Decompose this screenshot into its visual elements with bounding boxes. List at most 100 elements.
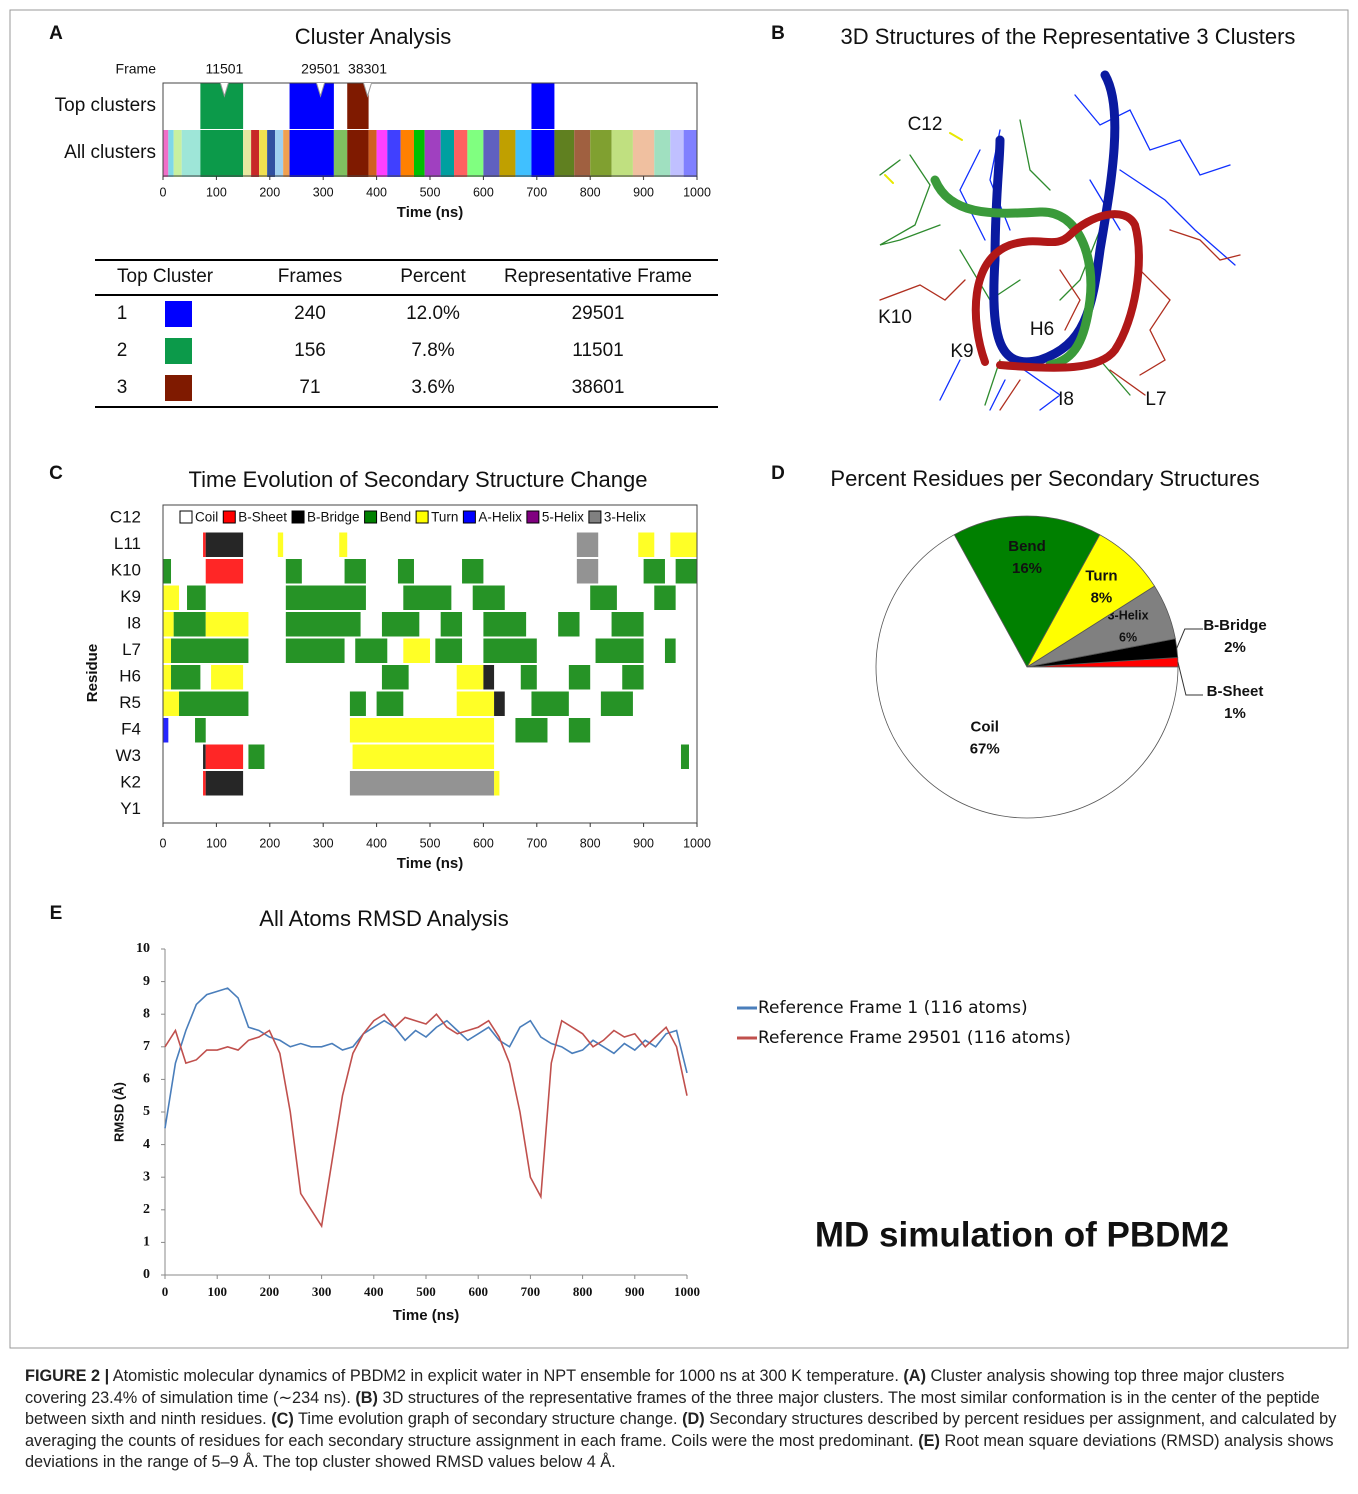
y-tick-label: F4 [121, 720, 141, 739]
x-axis-label: Time (ns) [397, 204, 463, 221]
legend-swatch [292, 511, 304, 523]
cluster-segment [684, 130, 697, 177]
structure-segment [457, 665, 484, 690]
y-tick-label: L7 [122, 640, 141, 659]
structure-segment [483, 639, 536, 664]
y-tick-label: H6 [119, 667, 141, 686]
table-header: Representative Frame [504, 266, 692, 287]
cluster-segment [259, 130, 267, 177]
structure-segment [403, 639, 430, 664]
structure-segment [515, 718, 547, 743]
caption-text: Atomistic molecular dynamics of PBDM2 in… [109, 1367, 903, 1385]
x-tick-label: 300 [313, 836, 334, 850]
cluster-segment [200, 130, 243, 177]
table-header: Frames [278, 266, 342, 287]
x-tick-label: 800 [580, 836, 601, 850]
x-tick-label: 500 [420, 185, 441, 199]
structure-segment [286, 559, 302, 584]
x-tick-label: 200 [260, 1284, 280, 1299]
x-tick-label: 400 [364, 1284, 384, 1299]
cluster-swatch [165, 301, 192, 327]
table-cell: 1 [117, 303, 128, 324]
structure-segment [286, 586, 366, 611]
residue-label: I8 [1058, 389, 1074, 410]
cluster-segment [251, 130, 259, 177]
y-tick-label: 3 [143, 1169, 150, 1184]
y-tick-label: I8 [127, 614, 141, 633]
frame-label: Frame [116, 61, 157, 77]
pie-label: Coil [971, 718, 999, 735]
structure-segment [676, 559, 697, 584]
structure-segment [681, 745, 689, 770]
table-cell: 156 [294, 340, 326, 361]
structure-segment [494, 692, 505, 717]
structure-segment [398, 559, 414, 584]
cluster-segment [441, 130, 454, 177]
structure-segment [203, 745, 206, 770]
structure-segment [195, 718, 206, 743]
table-cell: 12.0% [406, 303, 460, 324]
panel-label: B [771, 23, 785, 44]
banner: MD simulation of PBDM2 [815, 1215, 1229, 1254]
x-tick-label: 600 [473, 836, 494, 850]
cluster-segment [401, 130, 414, 177]
cluster-segment [290, 130, 334, 177]
pie-label: Turn [1085, 568, 1117, 585]
structure-segment [278, 533, 283, 558]
structure-segment [206, 612, 249, 637]
cluster-segment [290, 83, 334, 129]
table-cell: 3.6% [411, 377, 454, 398]
x-tick-label: 400 [366, 185, 387, 199]
cluster-segment [200, 83, 243, 129]
caption-bold: (D) [682, 1410, 705, 1428]
x-tick-label: 800 [580, 185, 601, 199]
legend-swatch [365, 511, 377, 523]
chart-title: All Atoms RMSD Analysis [259, 906, 508, 931]
structure-segment [441, 612, 462, 637]
structure-segment [206, 533, 243, 558]
legend-label: B-Bridge [307, 510, 360, 525]
cluster-segment [483, 130, 499, 177]
figure: A B C D E MD simulation of PBDM2 3D Stru… [0, 0, 1358, 1360]
structure-segment [163, 586, 179, 611]
frame-tick-label: 11501 [205, 61, 243, 77]
cluster-segment [182, 130, 201, 177]
x-tick-label: 700 [526, 836, 547, 850]
chart-title: Percent Residues per Secondary Structure… [830, 466, 1259, 491]
y-tick-label: 9 [143, 974, 150, 989]
structure-segment [577, 533, 598, 558]
cluster-segment [414, 130, 425, 177]
cluster-segment [574, 130, 590, 177]
structure-segment [590, 586, 617, 611]
pie-value-label: 67% [970, 740, 1000, 757]
x-tick-label: 900 [625, 1284, 645, 1299]
legend-label: B-Sheet [238, 510, 287, 525]
structure-segment [163, 612, 174, 637]
cluster-segment [369, 130, 377, 177]
x-tick-label: 100 [206, 836, 227, 850]
structure-segment [211, 665, 243, 690]
structure-segment [286, 639, 345, 664]
structure-segment [206, 771, 243, 796]
cluster-segment [243, 130, 251, 177]
chart-title: Cluster Analysis [295, 24, 452, 49]
legend-label: Reference Frame 1 (116 atoms) [758, 998, 1028, 1018]
structure-segment [171, 665, 200, 690]
structure-segment [179, 692, 248, 717]
panel-label: C [49, 463, 63, 484]
cluster-segment [425, 130, 441, 177]
structure-segment [339, 533, 347, 558]
cluster-segment [531, 130, 554, 177]
pie-label: Bend [1008, 538, 1046, 555]
structure-segment [355, 639, 387, 664]
residue-label: H6 [1030, 319, 1054, 340]
legend-swatch [180, 511, 192, 523]
x-tick-label: 300 [313, 185, 334, 199]
x-tick-label: 300 [312, 1284, 332, 1299]
y-tick-label: K9 [120, 587, 141, 606]
cluster-segment [633, 130, 654, 177]
y-tick-label: 0 [143, 1267, 150, 1282]
y-tick-label: Y1 [120, 799, 141, 818]
structure-segment [638, 533, 654, 558]
structure-segment [163, 692, 179, 717]
